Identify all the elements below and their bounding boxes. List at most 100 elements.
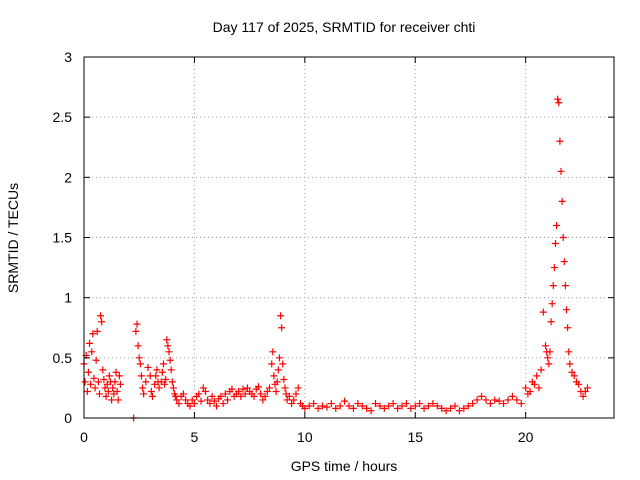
data-point (114, 396, 122, 404)
data-point (292, 390, 300, 398)
data-point (108, 396, 116, 404)
data-point (341, 397, 349, 405)
grid-lines (84, 57, 614, 418)
data-point (558, 197, 566, 205)
data-point (142, 378, 150, 386)
y-tick-label: 1.5 (53, 230, 73, 246)
data-point (336, 402, 344, 410)
data-point (327, 400, 335, 408)
data-point (273, 378, 281, 386)
data-point (539, 308, 547, 316)
data-point (165, 348, 173, 356)
data-point (190, 400, 198, 408)
data-point (102, 392, 110, 400)
data-point (473, 396, 481, 404)
data-point (237, 392, 245, 400)
data-point (81, 378, 89, 386)
data-points (80, 95, 591, 422)
data-point (429, 400, 437, 408)
data-point (545, 360, 553, 368)
data-point (460, 404, 468, 412)
data-point (263, 388, 271, 396)
data-point (551, 240, 559, 248)
data-point (416, 400, 424, 408)
data-point (250, 392, 258, 400)
data-point (579, 392, 587, 400)
data-point (553, 221, 561, 229)
data-point (94, 378, 102, 386)
data-point (438, 404, 446, 412)
data-point (354, 400, 362, 408)
data-point (557, 167, 565, 175)
data-point (259, 396, 267, 404)
data-point (522, 384, 530, 392)
data-point (486, 400, 494, 408)
data-point (221, 390, 229, 398)
x-tick-label: 0 (80, 429, 88, 445)
data-point (563, 306, 571, 314)
data-point (167, 366, 175, 374)
data-point (546, 348, 554, 356)
x-tick-label: 20 (518, 429, 534, 445)
data-point (372, 400, 379, 408)
data-point (224, 396, 232, 404)
data-point (168, 378, 176, 386)
data-point (268, 360, 276, 368)
axis-ticks: 0 5 10 15 20 0 0.5 1 1.5 2 2.5 3 (53, 49, 614, 445)
data-point (199, 384, 207, 392)
data-point (288, 400, 296, 408)
data-point (269, 348, 277, 356)
data-point (513, 396, 521, 404)
data-point (243, 384, 251, 392)
data-point (547, 318, 555, 326)
data-point (186, 402, 194, 410)
data-point (169, 384, 177, 392)
data-point (89, 330, 97, 338)
data-point (197, 397, 205, 405)
data-point (83, 388, 91, 396)
data-point (550, 264, 558, 272)
data-point (561, 282, 569, 290)
data-point (98, 318, 106, 326)
data-point (570, 372, 578, 380)
data-point (535, 384, 543, 392)
y-axis-label: SRMTID / TECUs (5, 183, 21, 293)
data-point (537, 366, 545, 374)
y-tick-label: 1 (64, 290, 72, 306)
data-point (526, 388, 534, 396)
y-tick-label: 2 (64, 169, 72, 185)
data-point (111, 378, 119, 386)
data-point (88, 348, 96, 356)
y-tick-label: 3 (64, 49, 72, 65)
data-point (95, 390, 103, 398)
data-point (559, 234, 567, 241)
data-point (447, 404, 455, 412)
data-point (305, 402, 313, 410)
data-point (548, 300, 556, 308)
data-point (407, 404, 415, 412)
data-point (132, 327, 140, 335)
data-point (285, 392, 293, 400)
data-point (478, 392, 485, 400)
chart-title: Day 117 of 2025, SRMTID for receiver cht… (213, 19, 476, 35)
data-point (560, 258, 568, 266)
data-point (144, 363, 152, 371)
data-point (376, 402, 384, 410)
data-point (301, 404, 309, 412)
data-point (163, 336, 171, 344)
data-point (544, 354, 552, 362)
data-point (153, 366, 161, 374)
data-point (87, 380, 95, 388)
data-point (389, 400, 397, 408)
data-point (275, 354, 283, 362)
data-point (277, 312, 285, 320)
data-point (279, 360, 287, 368)
data-point (164, 342, 172, 350)
data-point (319, 402, 326, 410)
data-point (134, 342, 142, 350)
data-point (179, 390, 187, 398)
data-point (92, 356, 100, 364)
data-point (97, 312, 105, 320)
data-point (402, 400, 410, 408)
